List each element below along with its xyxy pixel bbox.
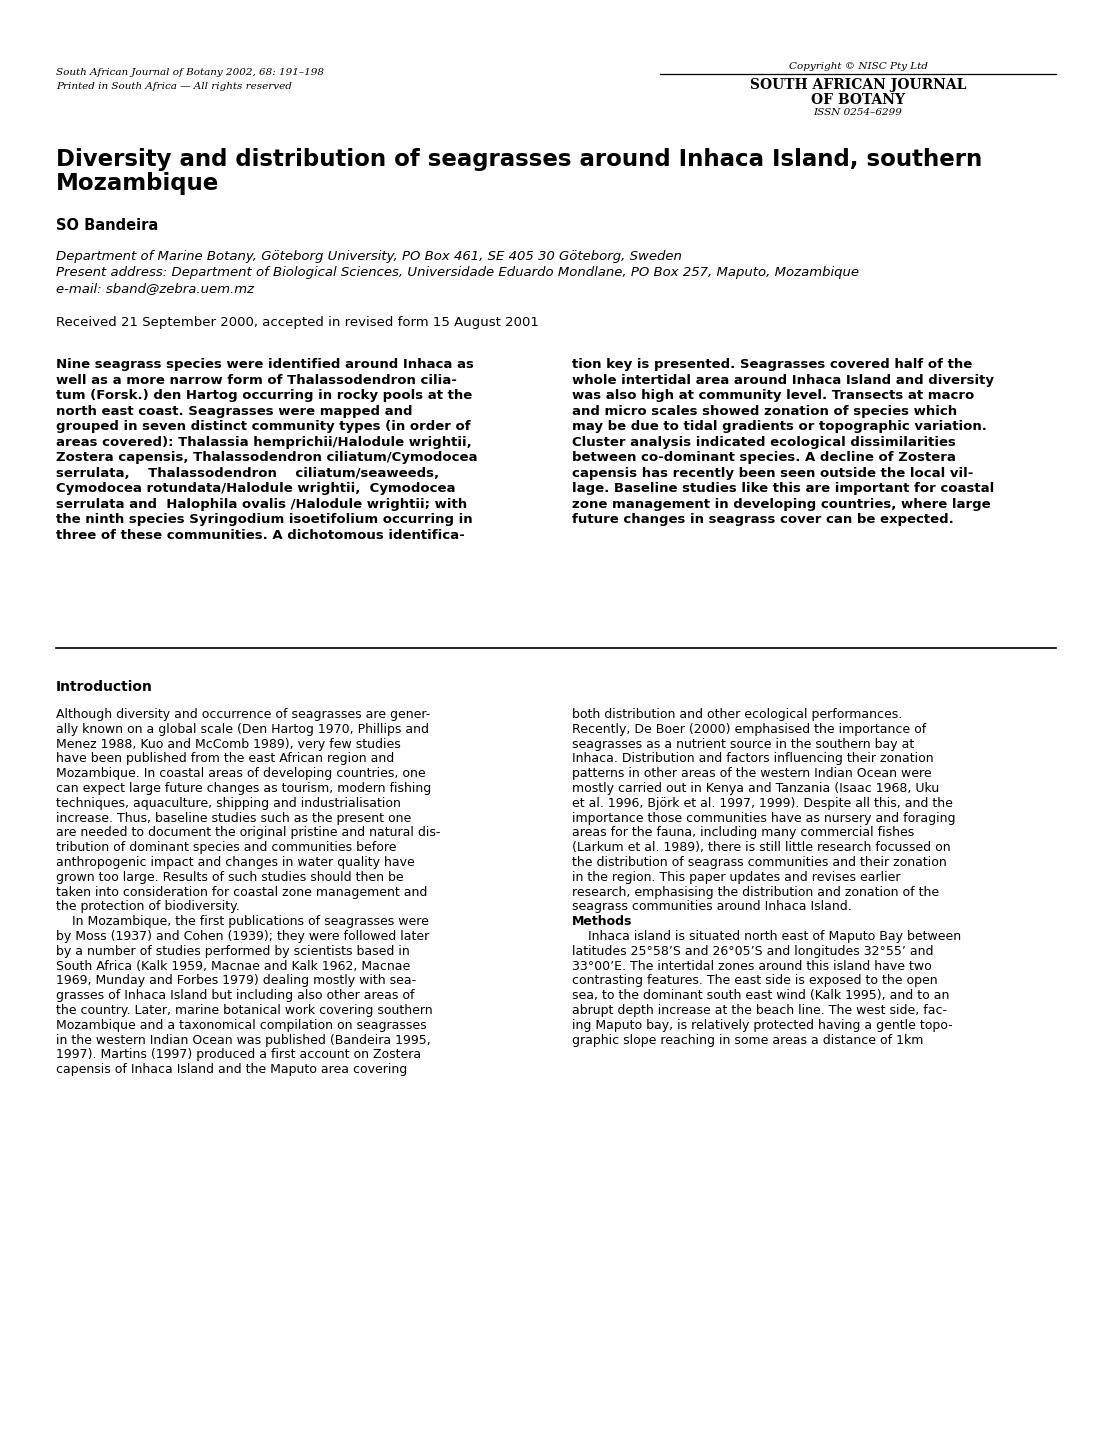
Text: graphic slope reaching in some areas a distance of 1km: graphic slope reaching in some areas a d… bbox=[572, 1033, 923, 1046]
Text: grouped in seven distinct community types (in order of: grouped in seven distinct community type… bbox=[56, 420, 470, 433]
Text: serrulata and  Halophila ovalis /Halodule wrightii; with: serrulata and Halophila ovalis /Halodule… bbox=[56, 497, 467, 510]
Text: taken into consideration for coastal zone management and: taken into consideration for coastal zon… bbox=[56, 886, 427, 899]
Text: sea, to the dominant south east wind (Kalk 1995), and to an: sea, to the dominant south east wind (Ka… bbox=[572, 989, 950, 1002]
Text: the distribution of seagrass communities and their zonation: the distribution of seagrass communities… bbox=[572, 856, 946, 869]
Text: Recently, De Boer (2000) emphasised the importance of: Recently, De Boer (2000) emphasised the … bbox=[572, 723, 926, 736]
Text: Menez 1988, Kuo and McComb 1989), very few studies: Menez 1988, Kuo and McComb 1989), very f… bbox=[56, 737, 400, 750]
Text: Inhaca island is situated north east of Maputo Bay between: Inhaca island is situated north east of … bbox=[572, 930, 961, 943]
Text: ally known on a global scale (Den Hartog 1970, Phillips and: ally known on a global scale (Den Hartog… bbox=[56, 723, 429, 736]
Text: 1969, Munday and Forbes 1979) dealing mostly with sea-: 1969, Munday and Forbes 1979) dealing mo… bbox=[56, 975, 416, 987]
Text: both distribution and other ecological performances.: both distribution and other ecological p… bbox=[572, 707, 902, 722]
Text: capensis of Inhaca Island and the Maputo area covering: capensis of Inhaca Island and the Maputo… bbox=[56, 1063, 407, 1076]
Text: capensis has recently been seen outside the local vil-: capensis has recently been seen outside … bbox=[572, 466, 973, 480]
Text: tribution of dominant species and communities before: tribution of dominant species and commun… bbox=[56, 842, 397, 855]
Text: in the region. This paper updates and revises earlier: in the region. This paper updates and re… bbox=[572, 870, 901, 883]
Text: Cymodocea rotundata/Halodule wrightii,  Cymodocea: Cymodocea rotundata/Halodule wrightii, C… bbox=[56, 482, 456, 494]
Text: grasses of Inhaca Island but including also other areas of: grasses of Inhaca Island but including a… bbox=[56, 989, 415, 1002]
Text: north east coast. Seagrasses were mapped and: north east coast. Seagrasses were mapped… bbox=[56, 404, 413, 417]
Text: tum (Forsk.) den Hartog occurring in rocky pools at the: tum (Forsk.) den Hartog occurring in roc… bbox=[56, 389, 473, 402]
Text: Received 21 September 2000, accepted in revised form 15 August 2001: Received 21 September 2000, accepted in … bbox=[56, 316, 539, 329]
Text: have been published from the east African region and: have been published from the east Africa… bbox=[56, 753, 395, 766]
Text: zone management in developing countries, where large: zone management in developing countries,… bbox=[572, 497, 991, 510]
Text: the ninth species Syringodium isoetifolium occurring in: the ninth species Syringodium isoetifoli… bbox=[56, 513, 473, 526]
Text: Methods: Methods bbox=[572, 915, 633, 929]
Text: SOUTH AFRICAN JOURNAL: SOUTH AFRICAN JOURNAL bbox=[749, 79, 966, 91]
Text: and micro scales showed zonation of species which: and micro scales showed zonation of spec… bbox=[572, 404, 957, 417]
Text: Introduction: Introduction bbox=[56, 680, 152, 694]
Text: Printed in South Africa — All rights reserved: Printed in South Africa — All rights res… bbox=[56, 81, 291, 91]
Text: in the western Indian Ocean was published (Bandeira 1995,: in the western Indian Ocean was publishe… bbox=[56, 1033, 430, 1046]
Text: latitudes 25°58’S and 26°05’S and longitudes 32°55’ and: latitudes 25°58’S and 26°05’S and longit… bbox=[572, 945, 933, 957]
Text: In Mozambique, the first publications of seagrasses were: In Mozambique, the first publications of… bbox=[56, 915, 429, 929]
Text: seagrasses as a nutrient source in the southern bay at: seagrasses as a nutrient source in the s… bbox=[572, 737, 914, 750]
Text: OF BOTANY: OF BOTANY bbox=[811, 93, 905, 107]
Text: between co-dominant species. A decline of Zostera: between co-dominant species. A decline o… bbox=[572, 452, 956, 464]
Text: research, emphasising the distribution and zonation of the: research, emphasising the distribution a… bbox=[572, 886, 940, 899]
Text: Nine seagrass species were identified around Inhaca as: Nine seagrass species were identified ar… bbox=[56, 359, 474, 372]
Text: South Africa (Kalk 1959, Macnae and Kalk 1962, Macnae: South Africa (Kalk 1959, Macnae and Kalk… bbox=[56, 960, 410, 973]
Text: the protection of biodiversity.: the protection of biodiversity. bbox=[56, 900, 240, 913]
Text: the country. Later, marine botanical work covering southern: the country. Later, marine botanical wor… bbox=[56, 1005, 433, 1017]
Text: areas for the fauna, including many commercial fishes: areas for the fauna, including many comm… bbox=[572, 826, 914, 839]
Text: South African Journal of Botany 2002, 68: 191–198: South African Journal of Botany 2002, 68… bbox=[56, 69, 324, 77]
Text: grown too large. Results of such studies should then be: grown too large. Results of such studies… bbox=[56, 870, 404, 883]
Text: may be due to tidal gradients or topographic variation.: may be due to tidal gradients or topogra… bbox=[572, 420, 986, 433]
Text: 33°00’E. The intertidal zones around this island have two: 33°00’E. The intertidal zones around thi… bbox=[572, 960, 932, 973]
Text: abrupt depth increase at the beach line. The west side, fac-: abrupt depth increase at the beach line.… bbox=[572, 1005, 947, 1017]
Text: e-mail: sband@zebra.uem.mz: e-mail: sband@zebra.uem.mz bbox=[56, 282, 255, 294]
Text: seagrass communities around Inhaca Island.: seagrass communities around Inhaca Islan… bbox=[572, 900, 852, 913]
Text: ing Maputo bay, is relatively protected having a gentle topo-: ing Maputo bay, is relatively protected … bbox=[572, 1019, 953, 1032]
Text: Inhaca. Distribution and factors influencing their zonation: Inhaca. Distribution and factors influen… bbox=[572, 753, 934, 766]
Text: Diversity and distribution of seagrasses around Inhaca Island, southern: Diversity and distribution of seagrasses… bbox=[56, 149, 982, 171]
Text: Cluster analysis indicated ecological dissimilarities: Cluster analysis indicated ecological di… bbox=[572, 436, 956, 449]
Text: was also high at community level. Transects at macro: was also high at community level. Transe… bbox=[572, 389, 974, 402]
Text: patterns in other areas of the western Indian Ocean were: patterns in other areas of the western I… bbox=[572, 767, 932, 780]
Text: Copyright © NISC Pty Ltd: Copyright © NISC Pty Ltd bbox=[788, 61, 927, 71]
Text: Mozambique: Mozambique bbox=[56, 171, 219, 194]
Text: ISSN 0254–6299: ISSN 0254–6299 bbox=[814, 109, 903, 117]
Text: lage. Baseline studies like this are important for coastal: lage. Baseline studies like this are imp… bbox=[572, 482, 994, 494]
Text: three of these communities. A dichotomous identifica-: three of these communities. A dichotomou… bbox=[56, 529, 465, 542]
Text: anthropogenic impact and changes in water quality have: anthropogenic impact and changes in wate… bbox=[56, 856, 415, 869]
Text: Although diversity and occurrence of seagrasses are gener-: Although diversity and occurrence of sea… bbox=[56, 707, 430, 722]
Text: tion key is presented. Seagrasses covered half of the: tion key is presented. Seagrasses covere… bbox=[572, 359, 972, 372]
Text: Mozambique and a taxonomical compilation on seagrasses: Mozambique and a taxonomical compilation… bbox=[56, 1019, 427, 1032]
Text: can expect large future changes as tourism, modern fishing: can expect large future changes as touri… bbox=[56, 782, 431, 795]
Text: areas covered): Thalassia hemprichii/Halodule wrightii,: areas covered): Thalassia hemprichii/Hal… bbox=[56, 436, 471, 449]
Text: are needed to document the original pristine and natural dis-: are needed to document the original pris… bbox=[56, 826, 440, 839]
Text: whole intertidal area around Inhaca Island and diversity: whole intertidal area around Inhaca Isla… bbox=[572, 373, 994, 386]
Text: SO Bandeira: SO Bandeira bbox=[56, 219, 158, 233]
Text: by a number of studies performed by scientists based in: by a number of studies performed by scie… bbox=[56, 945, 409, 957]
Text: by Moss (1937) and Cohen (1939); they were followed later: by Moss (1937) and Cohen (1939); they we… bbox=[56, 930, 429, 943]
Text: mostly carried out in Kenya and Tanzania (Isaac 1968, Uku: mostly carried out in Kenya and Tanzania… bbox=[572, 782, 940, 795]
Text: serrulata,    Thalassodendron    ciliatum/seaweeds,: serrulata, Thalassodendron ciliatum/seaw… bbox=[56, 466, 439, 480]
Text: Mozambique. In coastal areas of developing countries, one: Mozambique. In coastal areas of developi… bbox=[56, 767, 426, 780]
Text: future changes in seagrass cover can be expected.: future changes in seagrass cover can be … bbox=[572, 513, 954, 526]
Text: Present address: Department of Biological Sciences, Universidade Eduardo Mondlan: Present address: Department of Biologica… bbox=[56, 266, 858, 279]
Text: contrasting features. The east side is exposed to the open: contrasting features. The east side is e… bbox=[572, 975, 937, 987]
Text: techniques, aquaculture, shipping and industrialisation: techniques, aquaculture, shipping and in… bbox=[56, 797, 400, 810]
Text: Zostera capensis, Thalassodendron ciliatum/Cymodocea: Zostera capensis, Thalassodendron ciliat… bbox=[56, 452, 477, 464]
Text: importance those communities have as nursery and foraging: importance those communities have as nur… bbox=[572, 812, 955, 825]
Text: increase. Thus, baseline studies such as the present one: increase. Thus, baseline studies such as… bbox=[56, 812, 411, 825]
Text: Department of Marine Botany, Göteborg University, PO Box 461, SE 405 30 Göteborg: Department of Marine Botany, Göteborg Un… bbox=[56, 250, 682, 263]
Text: well as a more narrow form of Thalassodendron cilia-: well as a more narrow form of Thalassode… bbox=[56, 373, 457, 386]
Text: et al. 1996, Björk et al. 1997, 1999). Despite all this, and the: et al. 1996, Björk et al. 1997, 1999). D… bbox=[572, 797, 953, 810]
Text: (Larkum et al. 1989), there is still little research focussed on: (Larkum et al. 1989), there is still lit… bbox=[572, 842, 951, 855]
Text: 1997). Martins (1997) produced a first account on Zostera: 1997). Martins (1997) produced a first a… bbox=[56, 1049, 421, 1062]
